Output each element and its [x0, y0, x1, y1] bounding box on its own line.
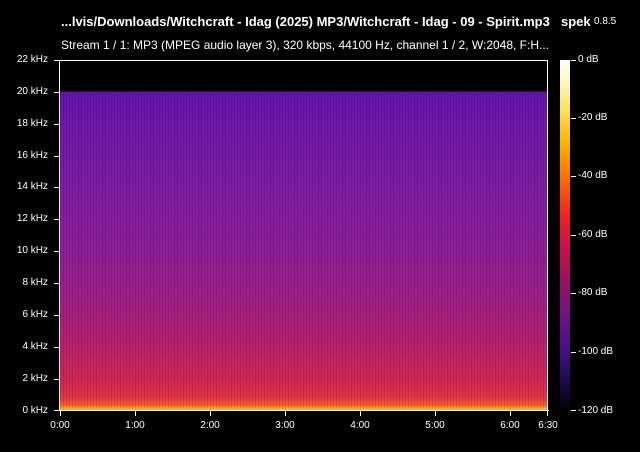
- time-tick-label: 2:00: [200, 420, 220, 431]
- freq-tick-mark: [54, 124, 59, 125]
- app-version: 0.8.5: [594, 16, 617, 27]
- db-tick-label: -80 dB: [578, 287, 608, 298]
- db-tick-label: -60 dB: [578, 229, 608, 240]
- time-tick-mark: [285, 411, 286, 416]
- freq-tick-label: 6 kHz: [22, 309, 48, 320]
- freq-tick-mark: [54, 379, 59, 380]
- x-axis-line: [59, 410, 549, 411]
- freq-tick-mark: [54, 156, 59, 157]
- freq-tick-mark: [54, 283, 59, 284]
- time-tick-mark: [510, 411, 511, 416]
- time-tick-label: 4:00: [350, 420, 370, 431]
- time-tick-mark: [210, 411, 211, 416]
- freq-tick-mark: [54, 187, 59, 188]
- time-tick-label: 6:00: [500, 420, 520, 431]
- freq-tick-mark: [54, 219, 59, 220]
- db-tick-mark: [571, 60, 576, 61]
- time-tick-label: 6:30: [538, 420, 558, 431]
- freq-tick-mark: [54, 410, 59, 411]
- stream-info: Stream 1 / 1: MP3 (MPEG audio layer 3), …: [61, 38, 550, 52]
- app-name: spek: [561, 14, 591, 29]
- db-tick-label: -120 dB: [578, 405, 614, 416]
- db-tick-mark: [571, 118, 576, 119]
- time-tick-label: 3:00: [275, 420, 295, 431]
- y-axis-line: [59, 60, 60, 411]
- time-tick-label: 0:00: [50, 420, 70, 431]
- freq-tick-label: 16 kHz: [16, 150, 48, 161]
- freq-tick-label: 12 kHz: [16, 213, 48, 224]
- time-tick-mark: [360, 411, 361, 416]
- freq-tick-label: 10 kHz: [16, 245, 48, 256]
- freq-tick-label: 4 kHz: [22, 341, 48, 352]
- time-tick-mark: [547, 411, 548, 416]
- time-tick-mark: [435, 411, 436, 416]
- db-tick-mark: [571, 410, 576, 411]
- freq-tick-label: 14 kHz: [16, 181, 48, 192]
- db-tick-label: -40 dB: [578, 170, 608, 181]
- db-tick-mark: [571, 176, 576, 177]
- freq-tick-label: 22 kHz: [16, 54, 48, 65]
- db-tick-label: 0 dB: [578, 54, 599, 65]
- db-tick-mark: [571, 235, 576, 236]
- freq-tick-label: 2 kHz: [22, 373, 48, 384]
- db-colorbar: [560, 60, 570, 411]
- freq-tick-mark: [54, 347, 59, 348]
- time-tick-mark: [60, 411, 61, 416]
- time-tick-label: 1:00: [125, 420, 145, 431]
- freq-tick-mark: [54, 92, 59, 93]
- time-tick-label: 5:00: [425, 420, 445, 431]
- file-path: ...lvis/Downloads/Witchcraft - Idag (202…: [61, 14, 550, 29]
- time-tick-mark: [135, 411, 136, 416]
- freq-tick-label: 0 kHz: [22, 405, 48, 416]
- spectrogram-texture: [60, 92, 547, 411]
- freq-tick-label: 8 kHz: [22, 277, 48, 288]
- spectrogram[interactable]: [60, 60, 548, 411]
- db-tick-mark: [571, 293, 576, 294]
- window-title: ...lvis/Downloads/Witchcraft - Idag (202…: [0, 14, 640, 32]
- freq-tick-mark: [54, 60, 59, 61]
- db-tick-label: -20 dB: [578, 112, 608, 123]
- db-tick-mark: [571, 352, 576, 353]
- freq-tick-label: 20 kHz: [16, 86, 48, 97]
- freq-tick-mark: [54, 315, 59, 316]
- freq-tick-label: 18 kHz: [16, 118, 48, 129]
- db-tick-label: -100 dB: [578, 346, 614, 357]
- freq-tick-mark: [54, 251, 59, 252]
